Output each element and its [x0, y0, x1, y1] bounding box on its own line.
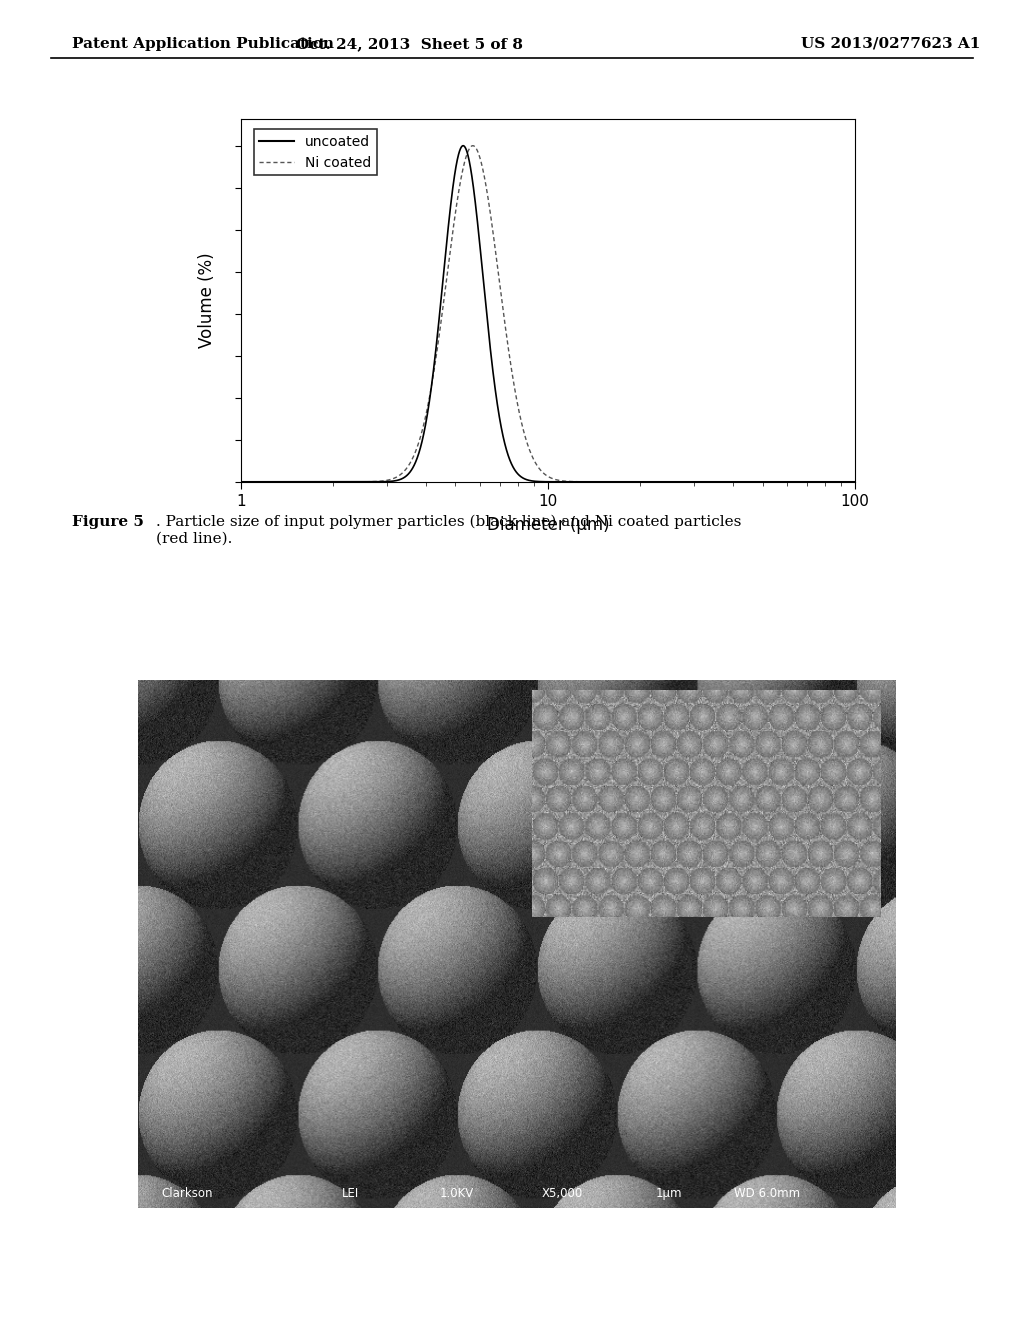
- Ni coated: [603, 474, 615, 490]
- uncoated: [849, 474, 861, 490]
- Ni coated: [234, 474, 247, 490]
- Text: Oct. 24, 2013  Sheet 5 of 8: Oct. 24, 2013 Sheet 5 of 8: [296, 37, 523, 51]
- Line: uncoated: uncoated: [241, 145, 855, 482]
- Ni coated: [469, 140, 481, 156]
- Text: Patent Application Publication: Patent Application Publication: [72, 37, 334, 51]
- Ni coated: [693, 474, 706, 490]
- uncoated: [234, 474, 247, 490]
- Text: X5,000: X5,000: [542, 1187, 584, 1200]
- uncoated: [346, 474, 358, 490]
- X-axis label: Diameter (μm): Diameter (μm): [486, 516, 609, 533]
- Text: US 2013/0277623 A1: US 2013/0277623 A1: [801, 37, 981, 51]
- Text: LEI: LEI: [342, 1187, 359, 1200]
- Ni coated: [739, 474, 752, 490]
- uncoated: [693, 474, 706, 490]
- Ni coated: [849, 474, 861, 490]
- uncoated: [739, 474, 752, 490]
- Legend: uncoated, Ni coated: uncoated, Ni coated: [254, 129, 377, 176]
- Text: 1.0KV: 1.0KV: [439, 1187, 474, 1200]
- Ni coated: [634, 474, 646, 490]
- Line: Ni coated: Ni coated: [241, 145, 855, 482]
- Y-axis label: Volume (%): Volume (%): [199, 252, 216, 348]
- uncoated: [634, 474, 646, 490]
- Ni coated: [467, 137, 479, 153]
- Text: WD 6.0mm: WD 6.0mm: [734, 1187, 800, 1200]
- Text: 1μm: 1μm: [655, 1187, 682, 1200]
- uncoated: [603, 474, 615, 490]
- Text: Clarkson: Clarkson: [161, 1187, 212, 1200]
- uncoated: [469, 197, 481, 213]
- Ni coated: [346, 474, 358, 490]
- uncoated: [457, 137, 469, 153]
- Text: Figure 5: Figure 5: [72, 515, 143, 529]
- Text: . Particle size of input polymer particles (black line) and Ni coated particles
: . Particle size of input polymer particl…: [156, 515, 741, 545]
